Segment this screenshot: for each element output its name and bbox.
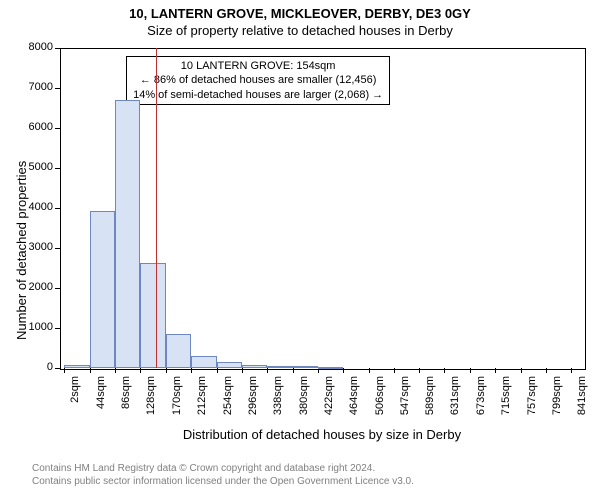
xtick-mark	[343, 368, 344, 373]
xtick-label: 673sqm	[475, 376, 487, 436]
histogram-bar	[267, 366, 292, 368]
ytick-label: 5000	[15, 161, 53, 173]
histogram-bar	[90, 211, 115, 368]
xtick-label: 757sqm	[526, 376, 538, 436]
ytick-mark	[55, 288, 60, 289]
annotation-line-1: 10 LANTERN GROVE: 154sqm	[133, 59, 383, 73]
xtick-label: 715sqm	[500, 376, 512, 436]
ytick-mark	[55, 368, 60, 369]
ytick-mark	[55, 248, 60, 249]
annotation-line-3: 14% of semi-detached houses are larger (…	[133, 88, 383, 102]
ytick-mark	[55, 88, 60, 89]
histogram-bar	[217, 362, 242, 368]
xtick-label: 338sqm	[272, 376, 284, 436]
xtick-mark	[90, 368, 91, 373]
xtick-label: 380sqm	[298, 376, 310, 436]
xtick-label: 841sqm	[576, 376, 588, 436]
ytick-mark	[55, 208, 60, 209]
xtick-mark	[444, 368, 445, 373]
xtick-mark	[546, 368, 547, 373]
xtick-mark	[191, 368, 192, 373]
xtick-mark	[140, 368, 141, 373]
annotation-box: 10 LANTERN GROVE: 154sqm ← 86% of detach…	[126, 56, 390, 105]
ytick-label: 4000	[15, 201, 53, 213]
xtick-label: 128sqm	[145, 376, 157, 436]
reference-line	[156, 48, 157, 368]
xtick-label: 422sqm	[323, 376, 335, 436]
xtick-label: 2sqm	[69, 376, 81, 436]
ytick-label: 3000	[15, 241, 53, 253]
xtick-mark	[521, 368, 522, 373]
ytick-mark	[55, 168, 60, 169]
xtick-mark	[470, 368, 471, 373]
xtick-mark	[293, 368, 294, 373]
xtick-label: 631sqm	[449, 376, 461, 436]
xtick-label: 589sqm	[424, 376, 436, 436]
xtick-mark	[115, 368, 116, 373]
histogram-bar	[64, 365, 89, 368]
xtick-label: 212sqm	[196, 376, 208, 436]
xtick-label: 44sqm	[95, 376, 107, 436]
footer-line-1: Contains HM Land Registry data © Crown c…	[32, 463, 414, 476]
histogram-bar	[242, 365, 267, 368]
histogram-bar	[318, 367, 343, 369]
xtick-mark	[571, 368, 572, 373]
ytick-label: 1000	[15, 321, 53, 333]
histogram-bar	[293, 366, 318, 368]
xtick-label: 547sqm	[399, 376, 411, 436]
xtick-mark	[495, 368, 496, 373]
footer-text: Contains HM Land Registry data © Crown c…	[32, 463, 414, 488]
histogram-bar	[115, 100, 140, 368]
ytick-label: 8000	[15, 41, 53, 53]
xtick-mark	[217, 368, 218, 373]
xtick-mark	[242, 368, 243, 373]
chart-container: 10, LANTERN GROVE, MICKLEOVER, DERBY, DE…	[0, 0, 600, 500]
histogram-bar	[191, 356, 216, 368]
annotation-line-2: ← 86% of detached houses are smaller (12…	[133, 73, 383, 87]
ytick-mark	[55, 48, 60, 49]
ytick-label: 6000	[15, 121, 53, 133]
xtick-label: 799sqm	[551, 376, 563, 436]
ytick-mark	[55, 328, 60, 329]
histogram-bar	[166, 334, 191, 368]
histogram-bar	[140, 263, 165, 368]
xtick-mark	[369, 368, 370, 373]
ytick-label: 2000	[15, 281, 53, 293]
chart-title-2: Size of property relative to detached ho…	[0, 23, 600, 40]
xtick-mark	[419, 368, 420, 373]
xtick-label: 254sqm	[222, 376, 234, 436]
chart-title-1: 10, LANTERN GROVE, MICKLEOVER, DERBY, DE…	[0, 0, 600, 23]
ytick-label: 0	[15, 361, 53, 373]
xtick-label: 296sqm	[247, 376, 259, 436]
xtick-mark	[166, 368, 167, 373]
footer-line-2: Contains public sector information licen…	[32, 476, 414, 489]
xtick-mark	[267, 368, 268, 373]
xtick-label: 170sqm	[171, 376, 183, 436]
xtick-label: 506sqm	[374, 376, 386, 436]
ytick-label: 7000	[15, 81, 53, 93]
ytick-mark	[55, 128, 60, 129]
xtick-label: 86sqm	[120, 376, 132, 436]
xtick-label: 464sqm	[348, 376, 360, 436]
xtick-mark	[64, 368, 65, 373]
xtick-mark	[394, 368, 395, 373]
